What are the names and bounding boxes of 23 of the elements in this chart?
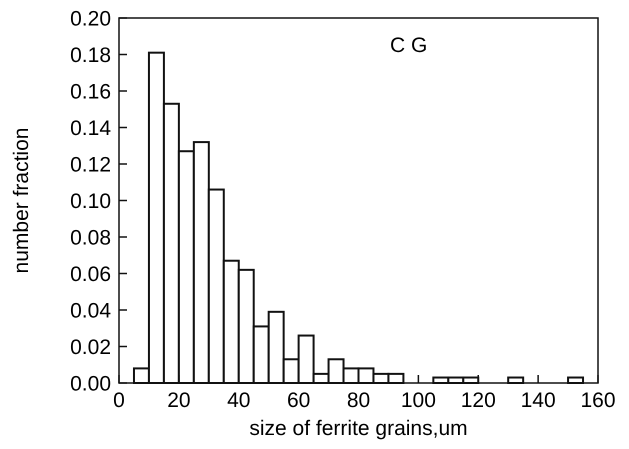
y-tick-label: 0.12 xyxy=(70,153,111,176)
y-tick-label: 0.08 xyxy=(70,226,111,250)
y-tick-label: 0.20 xyxy=(70,7,111,30)
y-tick-label: 0.18 xyxy=(70,44,111,67)
annotation: C G xyxy=(390,34,428,57)
y-tick-label: 0.00 xyxy=(70,372,111,396)
x-tick-label: 80 xyxy=(346,389,370,412)
y-axis-title: number fraction xyxy=(10,128,33,274)
y-tick-label: 0.16 xyxy=(70,80,111,104)
x-tick-label: 160 xyxy=(580,389,616,412)
y-tick-label: 0.02 xyxy=(70,336,111,359)
x-tick-label: 100 xyxy=(400,389,436,412)
y-tick-label: 0.04 xyxy=(70,299,112,322)
x-tick-label: 0 xyxy=(113,389,125,412)
x-tick-label: 140 xyxy=(520,389,556,412)
y-tick-label: 0.14 xyxy=(70,116,112,140)
x-tick-label: 60 xyxy=(286,389,310,412)
x-axis-title: size of ferrite grains,um xyxy=(249,417,468,440)
x-tick-label: 20 xyxy=(167,389,191,412)
x-tick-label: 40 xyxy=(227,389,250,412)
y-tick-label: 0.06 xyxy=(70,262,111,286)
y-tick-label: 0.10 xyxy=(70,190,111,213)
x-tick-label: 120 xyxy=(460,389,496,412)
